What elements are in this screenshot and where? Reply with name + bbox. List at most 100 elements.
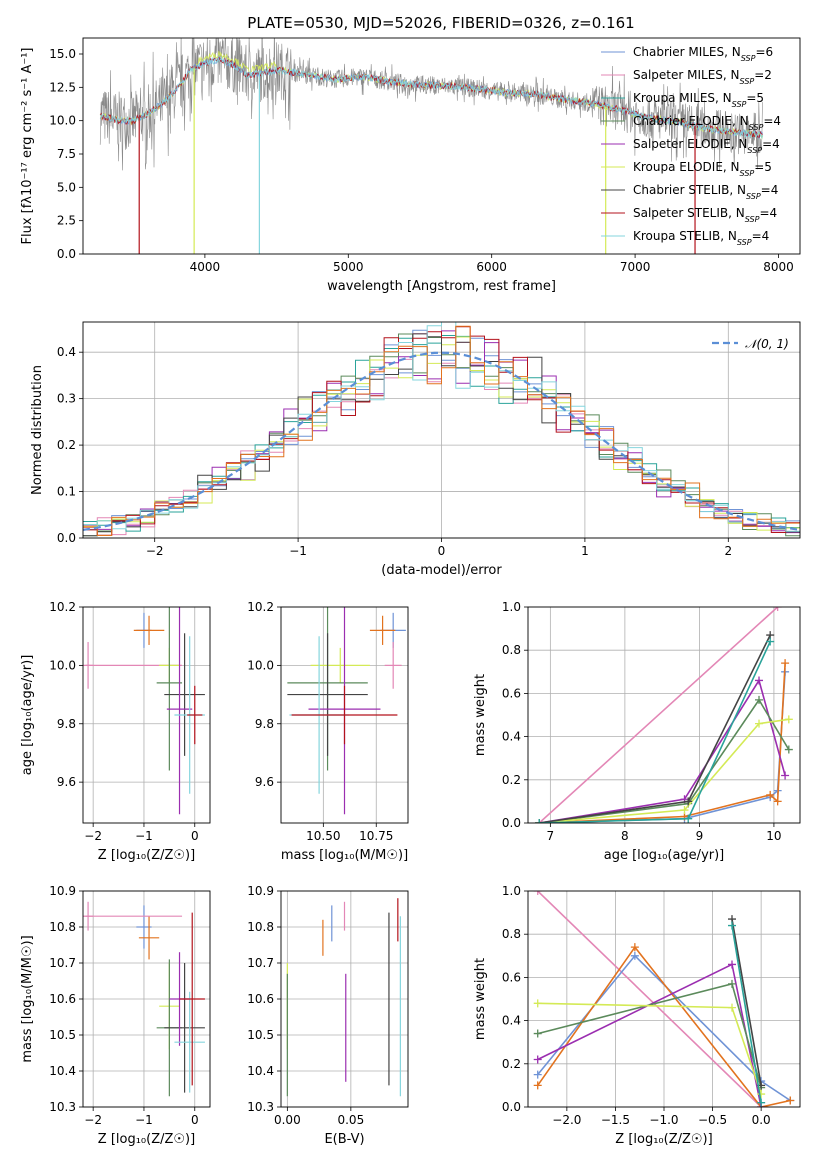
chart-weight-vs-z: −2.0 −1.5 −1.0 −0.5 0.0 0.0 0.2 0.4 0.6 0.8 1.0 Z [… <box>473 884 801 1147</box>
y-tick-label: 10.7 <box>49 956 76 970</box>
legend-text: Salpeter ELODIE, N <box>633 137 747 151</box>
legend-subscript: SSP <box>749 123 764 132</box>
legend-subscript: SSP <box>747 146 762 155</box>
legend-subscript: SSP <box>745 215 760 224</box>
legend-suffix: =4 <box>761 183 779 197</box>
x-axis-label: Z [log₁₀(Z/Z☉)] <box>615 1132 712 1147</box>
weight-series <box>539 641 771 823</box>
weight-marker <box>728 921 736 930</box>
y-tick-label: 10.0 <box>247 658 274 672</box>
weight-marker <box>757 1098 766 1107</box>
y-tick-label: 0.6 <box>502 970 521 984</box>
histogram-series <box>83 322 800 532</box>
plot-area <box>83 901 205 1097</box>
legend-suffix: =4 <box>759 206 777 220</box>
plot-area <box>286 898 401 1097</box>
weight-marker <box>784 715 793 724</box>
plot-area <box>83 322 800 537</box>
legend-suffix: =4 <box>763 114 781 128</box>
legend-suffix: =5 <box>746 91 764 105</box>
legend-subscript: SSP <box>737 238 752 247</box>
legend-text: Chabrier ELODIE, N <box>633 114 749 128</box>
legend-label: 𝒩(0, 1) <box>745 337 789 351</box>
weight-marker <box>630 951 639 960</box>
y-tick-label: 0.0 <box>502 1100 521 1114</box>
y-axis-label: mass weight <box>473 674 488 756</box>
y-tick-label: 0.6 <box>502 686 521 700</box>
chart-spectrum: 4000 5000 6000 7000 8000 0.0 2.5 5.0 7.5 10.0 12.5… <box>20 37 801 294</box>
histogram-series <box>83 333 800 537</box>
y-tick-label: 10.3 <box>247 1100 274 1114</box>
y-axis-label: mass [log₁₀(M/M☉)] <box>20 935 35 1062</box>
gaussian-curve <box>83 351 800 531</box>
weight-marker <box>766 637 775 646</box>
y-tick-label: 0.2 <box>502 773 521 787</box>
chart-age-vs-mass: 10.50 10.75 9.6 9.8 10.0 10.2 mass [log₁₀(M/M☉… <box>247 600 409 863</box>
x-tick-label: 0.05 <box>337 1113 364 1127</box>
y-tick-label: 0.3 <box>57 392 76 406</box>
y-tick-label: 10.2 <box>49 600 76 614</box>
y-tick-label: 0.0 <box>502 816 521 830</box>
x-tick-label: 10.75 <box>359 829 393 843</box>
y-tick-label: 7.5 <box>57 147 76 161</box>
data-point <box>138 916 160 960</box>
data-point <box>174 991 205 1093</box>
axes-frame <box>280 890 409 1108</box>
data-point <box>310 647 370 683</box>
x-tick-label: 10 <box>766 829 781 843</box>
legend-suffix: =2 <box>754 68 772 82</box>
weight-marker <box>728 979 736 988</box>
axes-frame <box>82 606 211 824</box>
chart-weight-vs-age: 7 8 9 10 0.0 0.2 0.4 0.6 0.8 1.0 age [log₁₀(age/yr… <box>473 600 801 863</box>
legend-subscript: SSP <box>740 77 755 86</box>
weight-series <box>539 678 786 823</box>
legend-subscript: SSP <box>741 54 756 63</box>
y-axis-label: mass weight <box>473 958 488 1040</box>
y-tick-label: 1.0 <box>502 600 521 614</box>
data-point <box>291 685 398 745</box>
x-tick-label: −1.0 <box>649 1113 678 1127</box>
x-tick-label: −1 <box>135 1113 153 1127</box>
y-tick-label: 12.5 <box>49 80 76 94</box>
x-axis-label: age [log₁₀(age/yr)] <box>604 848 725 863</box>
weight-marker <box>766 790 775 799</box>
plot-area <box>533 891 795 1107</box>
plot-area <box>83 607 205 815</box>
x-tick-label: 0 <box>191 829 199 843</box>
legend-text: Chabrier STELIB, N <box>633 183 746 197</box>
x-tick-label: 6000 <box>476 260 507 274</box>
chart-mass-vs-z: −2 −1 0 10.3 10.4 10.5 10.6 10.7 10.8 10.9 Z [log₁… <box>20 884 211 1147</box>
y-axis-label: Normed distribution <box>30 365 45 495</box>
axes-frame <box>527 890 801 1108</box>
legend-suffix: =6 <box>755 45 773 59</box>
weight-series <box>731 918 762 1086</box>
weight-marker <box>757 1090 766 1099</box>
chart-mass-vs-ebv: 0.00 0.05 10.3 10.4 10.5 10.6 10.7 10.8 10.9 E(B-… <box>247 884 409 1147</box>
y-tick-label: 10.3 <box>49 1100 76 1114</box>
legend-text: Salpeter MILES, N <box>633 68 740 82</box>
y-tick-label: 10.2 <box>247 600 274 614</box>
legend-text: Chabrier MILES, N <box>633 45 741 59</box>
y-tick-label: 9.8 <box>255 717 274 731</box>
legend-label: Kroupa MILES, NSSP=5 <box>633 91 764 109</box>
x-tick-label: 5000 <box>333 260 364 274</box>
weight-marker <box>533 891 542 895</box>
y-tick-label: 0.8 <box>502 643 521 657</box>
x-axis-label: Z [log₁₀(Z/Z☉)] <box>98 1132 195 1147</box>
weight-marker <box>533 999 542 1008</box>
data-point <box>384 642 402 689</box>
y-tick-label: 10.6 <box>247 992 274 1006</box>
x-axis-label: mass [log₁₀(M/M☉)] <box>281 848 408 863</box>
y-tick-label: 9.8 <box>57 717 76 731</box>
y-tick-label: 0.4 <box>502 1014 521 1028</box>
y-tick-label: 5.0 <box>57 180 76 194</box>
weight-marker <box>533 1070 542 1079</box>
x-tick-label: −1 <box>135 829 153 843</box>
legend-label: Salpeter ELODIE, NSSP=4 <box>633 137 780 155</box>
weight-marker <box>773 797 782 806</box>
axes-frame <box>527 606 801 824</box>
axes-frame <box>82 321 801 539</box>
chart-residuals: −2 −1 0 1 2 0.0 0.1 0.2 0.3 0.4 (data-model)/error… <box>30 321 801 578</box>
legend-label: Salpeter MILES, NSSP=2 <box>633 68 772 86</box>
legend-subscript: SSP <box>746 192 761 201</box>
